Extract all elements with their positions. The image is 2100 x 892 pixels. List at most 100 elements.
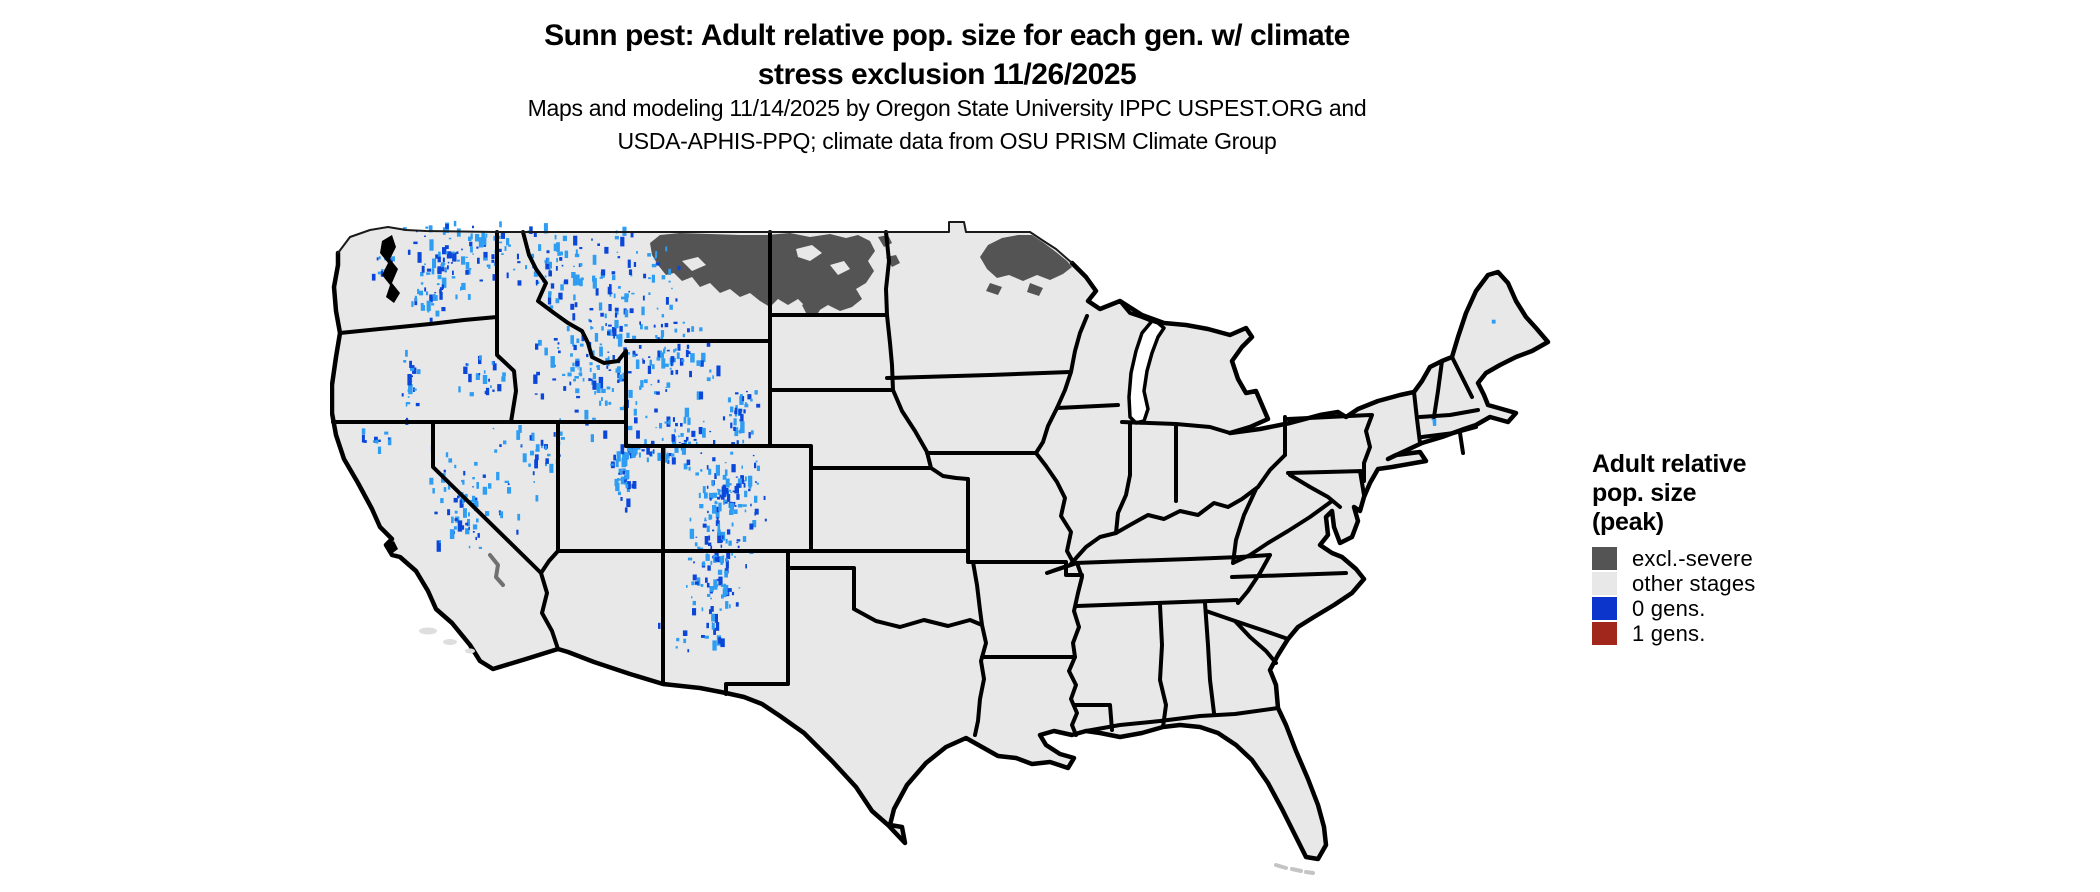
gens0-speck — [683, 439, 688, 442]
gens0-speck — [708, 514, 712, 520]
gens0-speck — [652, 364, 655, 370]
gens0-speck — [668, 280, 671, 283]
gens0-speck — [570, 367, 575, 372]
gens0-speck — [734, 556, 736, 558]
gens0-speck — [733, 509, 738, 514]
gens0-speck — [625, 470, 630, 479]
gens0-speck — [752, 520, 757, 528]
gens0-speck — [651, 451, 654, 453]
gens0-speck — [622, 451, 627, 462]
gens0-cluster-nm-sangre — [701, 607, 725, 651]
gens0-speck — [557, 251, 561, 256]
gens0-speck — [719, 539, 723, 543]
gens0-speck — [407, 249, 411, 255]
gens0-speck — [742, 396, 745, 402]
gens0-speck — [426, 300, 431, 311]
gens0-speck — [446, 251, 451, 259]
legend-row-0-gens: 0 gens. — [1592, 596, 1892, 621]
gens0-speck — [664, 453, 669, 463]
gens0-speck — [719, 490, 722, 492]
gens0-speck — [475, 536, 477, 541]
gens0-speck — [559, 431, 563, 436]
gens0-speck — [579, 367, 582, 372]
gens0-speck — [660, 330, 665, 338]
legend-title-line1: Adult relative — [1592, 450, 1747, 478]
severe-exclusion-patch — [1027, 283, 1043, 296]
state-borders-mississippi-river — [1034, 314, 1114, 737]
gens0-speck — [750, 398, 753, 402]
gens0-speck — [621, 457, 626, 468]
gens0-speck — [701, 352, 706, 363]
gens0-speck — [622, 468, 626, 471]
gens0-speck — [390, 256, 395, 262]
gens0-speck — [636, 430, 640, 439]
gens0-speck — [434, 511, 438, 515]
gens0-speck — [498, 510, 501, 513]
gens0-speck — [748, 432, 751, 439]
gens0-speck — [441, 284, 444, 289]
gens0-speck — [616, 336, 620, 339]
gens0-speck — [600, 312, 604, 317]
gens0-speck — [739, 409, 743, 412]
gens0-speck — [420, 305, 425, 311]
gens0-speck — [671, 287, 673, 290]
gens0-speck — [412, 367, 417, 374]
gens0-speck — [581, 335, 585, 342]
legend-swatch-other-stages — [1592, 572, 1617, 595]
gens0-speck — [547, 453, 551, 457]
gens0-speck — [716, 506, 720, 513]
gens0-speck — [711, 623, 715, 630]
state-borders — [331, 230, 1480, 737]
gens0-speck — [643, 379, 648, 384]
gens0-speck — [586, 353, 589, 358]
gens0-speck — [617, 491, 621, 496]
gens0-speck — [590, 326, 592, 330]
gens0-speck — [601, 269, 606, 276]
gens0-speck — [375, 439, 379, 444]
gens0-speck — [631, 292, 635, 295]
gens0-speck — [722, 416, 726, 421]
gens0-cluster-nh-white-mtns — [1431, 417, 1437, 426]
gens0-speck — [692, 600, 696, 606]
gens0-speck — [665, 363, 669, 367]
gens0-speck — [502, 372, 506, 377]
gens0-speck — [754, 462, 757, 469]
gens0-speck — [713, 627, 716, 635]
gens0-speck — [630, 231, 634, 238]
gens0-speck — [571, 272, 576, 278]
gens0-speck — [465, 270, 469, 275]
gens0-speck — [728, 540, 732, 546]
gens0-speck — [626, 474, 628, 477]
gens0-speck — [567, 372, 572, 377]
gens0-speck — [691, 581, 695, 586]
gens0-cluster-wa-north-cascades — [402, 220, 483, 300]
gens0-speck — [476, 246, 479, 249]
gens0-speck — [483, 370, 486, 374]
gens0-speck — [698, 492, 701, 499]
gens0-speck — [666, 349, 670, 352]
gens0-speck — [566, 326, 570, 332]
gens0-speck — [435, 310, 440, 317]
severe-exclusion-overlay — [650, 233, 1072, 313]
gens0-speck — [424, 235, 426, 237]
gens0-speck — [598, 302, 603, 311]
gens0-speck — [705, 577, 708, 583]
gens0-speck — [673, 321, 678, 324]
gens0-speck — [640, 324, 643, 330]
gens0-speck — [441, 277, 447, 288]
gens0-speck — [726, 529, 731, 535]
gens0-speck — [579, 278, 583, 287]
gens0-speck — [723, 500, 725, 505]
gens0-speck — [628, 269, 633, 275]
gens0-speck — [468, 512, 470, 517]
gens0-speck — [712, 640, 717, 651]
gens0-speck — [723, 499, 727, 503]
gens0-speck — [641, 306, 645, 316]
gens0-speck — [548, 270, 552, 277]
gens0-speck — [674, 328, 678, 333]
gens0-speck — [754, 495, 758, 503]
gens0-speck — [719, 556, 724, 563]
gens0-speck — [465, 528, 470, 535]
gens0-speck — [488, 378, 490, 382]
gens0-speck — [562, 373, 566, 376]
